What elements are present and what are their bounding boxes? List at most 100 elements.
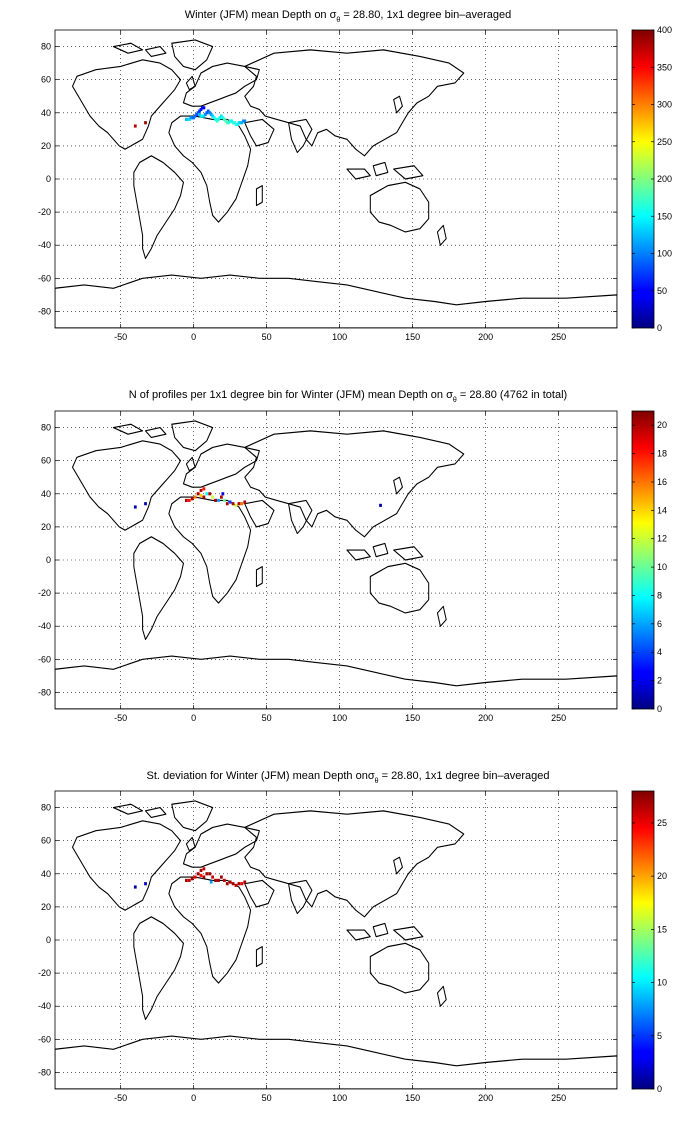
data-bin bbox=[236, 122, 239, 126]
data-bin bbox=[214, 117, 217, 121]
data-bin bbox=[198, 112, 201, 117]
data-bin bbox=[231, 502, 235, 506]
y-tick-label: 0 bbox=[46, 174, 51, 184]
data-bin bbox=[199, 493, 203, 498]
data-bin bbox=[193, 495, 197, 499]
data-bin bbox=[190, 877, 194, 881]
data-bin bbox=[234, 122, 238, 126]
colorbar-tick-label: 4 bbox=[657, 647, 662, 657]
y-tick-label: -40 bbox=[38, 621, 51, 631]
data-bin bbox=[192, 116, 196, 120]
data-bin bbox=[221, 492, 225, 496]
y-tick-label: 80 bbox=[41, 423, 51, 433]
data-bin bbox=[196, 111, 200, 115]
colorbar-tick-label: 15 bbox=[657, 924, 667, 934]
colorbar-tick-label: 400 bbox=[657, 25, 672, 35]
colorbar-tick-label: 150 bbox=[657, 211, 672, 221]
data-bin bbox=[209, 112, 213, 117]
chart-title: Winter (JFM) mean Depth on σθ = 28.80, 1… bbox=[185, 9, 512, 24]
data-bin bbox=[199, 868, 203, 873]
colorbar-tick-label: 2 bbox=[657, 676, 662, 686]
axes-frame bbox=[54, 410, 618, 710]
data-bin bbox=[144, 502, 147, 506]
data-bin bbox=[133, 505, 137, 509]
data-bin bbox=[201, 106, 204, 110]
data-bin bbox=[201, 114, 204, 118]
data-bin bbox=[193, 114, 197, 118]
data-bin bbox=[243, 500, 247, 504]
data-bin bbox=[195, 112, 198, 117]
colorbar-tick-label: 0 bbox=[657, 323, 662, 333]
data-bin bbox=[184, 498, 188, 502]
x-tick-label: 250 bbox=[551, 1093, 566, 1103]
data-bin bbox=[202, 114, 206, 118]
data-bin bbox=[144, 121, 147, 125]
data-bin bbox=[209, 880, 213, 884]
data-bin bbox=[243, 880, 247, 884]
y-tick-label: 0 bbox=[46, 555, 51, 565]
colorbar-tick-label: 0 bbox=[657, 704, 662, 714]
data-bin bbox=[220, 114, 223, 118]
data-bin bbox=[205, 492, 209, 496]
x-tick-label: -50 bbox=[114, 1093, 127, 1103]
data-bin bbox=[237, 882, 241, 886]
data-bin bbox=[202, 875, 206, 879]
chart-panel-1: Winter (JFM) mean Depth on σθ = 28.80, 1… bbox=[38, 9, 672, 342]
data-bin bbox=[214, 878, 217, 882]
y-tick-label: -40 bbox=[38, 1001, 51, 1011]
x-tick-label: 50 bbox=[262, 332, 272, 342]
data-bin bbox=[241, 119, 245, 123]
data-bin bbox=[217, 498, 220, 502]
data-bin bbox=[202, 495, 206, 499]
colorbar: 0 2 4 6 8 10 12 14 16 18 20 bbox=[631, 410, 667, 714]
chart-panel-3: St. deviation for Winter (JFM) mean Dept… bbox=[38, 770, 667, 1103]
data-bin bbox=[211, 875, 215, 879]
colorbar: 0 50 100 150 200 250 300 350 400 bbox=[631, 25, 672, 333]
data-bin bbox=[208, 872, 212, 876]
data-bin bbox=[211, 495, 215, 499]
data-bin bbox=[228, 119, 232, 123]
data-bin bbox=[240, 502, 244, 506]
data-bin bbox=[199, 873, 203, 878]
x-tick-label: 100 bbox=[332, 713, 347, 723]
data-bin bbox=[208, 111, 212, 115]
colorbar-tick-label: 200 bbox=[657, 174, 672, 184]
colorbar-tick-label: 12 bbox=[657, 534, 667, 544]
colorbar-tick-label: 5 bbox=[657, 1031, 662, 1041]
data-bin bbox=[222, 878, 226, 882]
y-tick-label: -40 bbox=[38, 240, 51, 250]
y-tick-label: 40 bbox=[41, 108, 51, 118]
data-bin bbox=[199, 488, 203, 493]
data-bin bbox=[133, 885, 137, 889]
colorbar-tick-label: 14 bbox=[657, 505, 667, 515]
data-bin bbox=[234, 503, 238, 507]
axes-frame bbox=[54, 29, 618, 329]
data-bin bbox=[206, 109, 210, 113]
y-tick-label: 20 bbox=[41, 902, 51, 912]
x-tick-label: 250 bbox=[551, 332, 566, 342]
y-tick-label: -80 bbox=[38, 1067, 51, 1077]
y-tick-label: 60 bbox=[41, 456, 51, 466]
data-bin bbox=[222, 117, 226, 121]
x-tick-label: 0 bbox=[191, 713, 196, 723]
y-tick-label: -80 bbox=[38, 306, 51, 316]
data-bin bbox=[198, 109, 201, 113]
data-bin bbox=[133, 124, 137, 128]
data-bin bbox=[193, 875, 197, 879]
data-bin bbox=[379, 503, 382, 507]
y-tick-label: 40 bbox=[41, 489, 51, 499]
colorbar-tick-label: 10 bbox=[657, 562, 667, 572]
y-tick-label: -60 bbox=[38, 654, 51, 664]
colorbar: 0 5 10 15 20 25 bbox=[631, 790, 667, 1094]
x-tick-label: -50 bbox=[114, 713, 127, 723]
colorbar-tick-label: 250 bbox=[657, 137, 672, 147]
colorbar-tick-label: 20 bbox=[657, 871, 667, 881]
y-tick-label: 80 bbox=[41, 803, 51, 813]
data-bin bbox=[237, 502, 241, 506]
y-tick-label: 60 bbox=[41, 836, 51, 846]
data-bin bbox=[214, 498, 217, 502]
data-bin bbox=[187, 117, 191, 121]
data-bin bbox=[227, 121, 231, 125]
data-bin bbox=[190, 497, 194, 501]
